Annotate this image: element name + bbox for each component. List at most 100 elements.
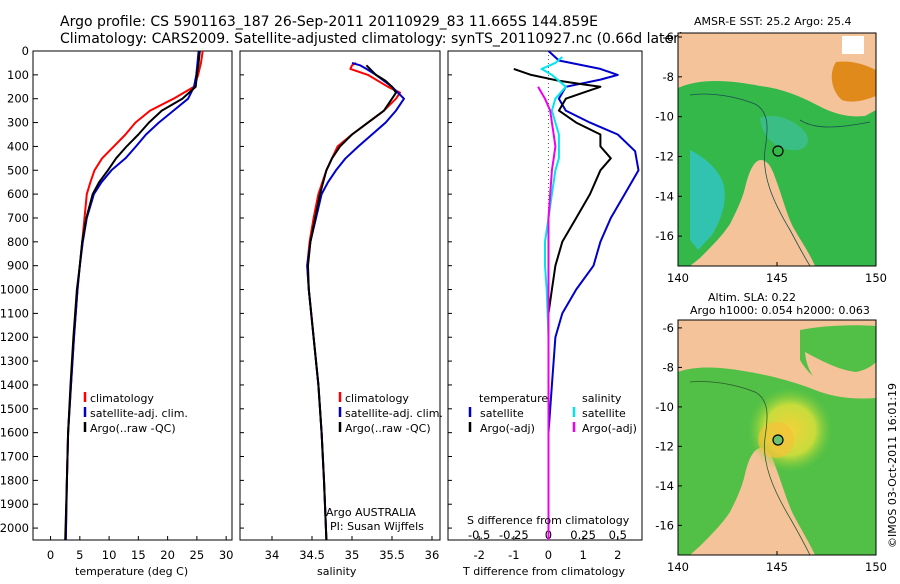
- x-tick-label: -1: [508, 548, 519, 562]
- depth-tick-label: 600: [7, 187, 29, 201]
- depth-axis: 0 100 200 300 400 500 600 700 800 900 1000 1100 1200…: [0, 44, 452, 535]
- x-tick-label: 34: [265, 548, 280, 562]
- header-title-line2: Climatology: CARS2009. Satellite-adjuste…: [60, 31, 684, 47]
- depth-tick-label: 1200: [0, 330, 29, 344]
- map-y-tick-label: -8: [663, 70, 674, 84]
- legend-argo-label: Argo(..raw -QC): [90, 422, 176, 435]
- legend-s-argo-label: Argo(-adj): [582, 422, 637, 435]
- map-y-tick-label: -6: [663, 321, 674, 335]
- salinity-panel-frame: [239, 50, 441, 541]
- sla-map-title-line1: Altim. SLA: 0.22: [708, 291, 796, 304]
- x-tick-label: 15: [131, 548, 146, 562]
- difference-series: [513, 51, 640, 540]
- depth-tick-label: 1500: [0, 402, 29, 416]
- salinity-series: [306, 61, 405, 540]
- x-tick-label: 35.5: [379, 548, 405, 562]
- map-y-tick-label: -14: [655, 189, 674, 203]
- legend-argo-label: Argo(..raw -QC): [345, 422, 431, 435]
- depth-tick-label: 1400: [0, 378, 29, 392]
- depth-tick-label: 1800: [0, 473, 29, 487]
- map-y-tick-label: -16: [655, 518, 674, 532]
- depth-tick-label: 0: [22, 44, 29, 58]
- series-line-temperature-argo-adj-: [513, 67, 612, 540]
- sst-map-cloud-gap: [842, 36, 864, 54]
- sst-map-bathymetry: [689, 93, 811, 266]
- x-tick-label: 36: [425, 548, 440, 562]
- temperature-legend: climatology satellite-adj. clim. Argo(..…: [83, 392, 188, 435]
- series-line-salinity-satellite: [540, 56, 567, 540]
- legend-satellite-label: satellite-adj. clim.: [90, 407, 188, 420]
- depth-tick-label: 500: [7, 163, 29, 177]
- sla-map-title-line2: Argo h1000: 0.054 h2000: 0.063: [690, 304, 870, 317]
- argo-program-annotation: Argo AUSTRALIA: [326, 506, 416, 519]
- depth-tick-label: 200: [7, 92, 29, 106]
- x-tick-label: 25: [190, 548, 205, 562]
- depth-tick-label: 1000: [0, 283, 29, 297]
- x-tick-label: 2: [614, 548, 621, 562]
- difference-legend-salinity: salinity satellite Argo(-adj): [572, 392, 637, 435]
- map-y-tick-label: -16: [655, 229, 674, 243]
- depth-tick-label: 700: [7, 211, 29, 225]
- sla-map-bathymetry: [689, 381, 811, 555]
- sla-map-float-marker: [772, 434, 784, 446]
- x-tick-label: 34.5: [299, 548, 325, 562]
- map-y-tick-label: -10: [655, 110, 674, 124]
- series-line-climatology: [64, 51, 204, 540]
- x-tick-label: 30: [219, 548, 234, 562]
- salinity-x-label: salinity: [317, 565, 357, 578]
- depth-tick-label: 2000: [0, 521, 29, 535]
- legend-climatology-label: climatology: [90, 392, 154, 405]
- depth-tick-label: 900: [7, 259, 29, 273]
- series-line-salinity-argo-adj-: [537, 86, 557, 540]
- salinity-legend: climatology satellite-adj. clim. Argo(..…: [338, 392, 443, 435]
- difference-t-label: T difference from climatology: [462, 565, 625, 578]
- difference-legend-temperature: temperature satellite Argo(-adj): [468, 392, 548, 435]
- series-line-argo-raw-qc-: [307, 64, 397, 540]
- legend-t-satellite-label: satellite: [480, 407, 524, 420]
- sst-map-cool-coastal: [690, 150, 725, 250]
- map-x-tick-label: 150: [865, 271, 887, 285]
- legend-s-satellite-label: satellite: [582, 407, 626, 420]
- depth-tick-label: 800: [7, 235, 29, 249]
- map-x-tick-label: 145: [766, 560, 788, 574]
- legend-temperature-title: temperature: [479, 392, 548, 405]
- salinity-chart: 34 34.5 35 35.5 36 salinity climatology sate…: [265, 61, 443, 578]
- sla-map-png-coast: [805, 352, 876, 390]
- x-tick-label: 35: [345, 548, 360, 562]
- sla-map: [678, 320, 876, 555]
- x-tick-label: 20: [160, 548, 175, 562]
- series-line-satellite-adj-clim-: [306, 61, 405, 540]
- temperature-panel-frame: [32, 50, 233, 541]
- temperature-series: [64, 51, 204, 540]
- x-tick-label: 10: [102, 548, 117, 562]
- series-line-temperature-satellite: [547, 51, 640, 540]
- sst-map-title: AMSR-E SST: 25.2 Argo: 25.4: [694, 15, 852, 28]
- legend-climatology-label: climatology: [345, 392, 409, 405]
- x-tick-label: -2: [473, 548, 484, 562]
- header-title-line1: Argo profile: CS 5901163_187 26-Sep-2011…: [60, 14, 598, 30]
- map-x-tick-label: 150: [865, 560, 887, 574]
- sst-map: [678, 33, 876, 266]
- map-y-tick-label: -14: [655, 479, 674, 493]
- map-y-tick-label: -12: [655, 149, 674, 163]
- difference-s-label: S difference from climatology: [467, 514, 630, 527]
- temperature-x-label: temperature (deg C): [75, 565, 188, 578]
- map-x-tick-label: 140: [667, 271, 689, 285]
- legend-t-argo-label: Argo(-adj): [480, 422, 535, 435]
- pi-annotation: PI: Susan Wijffels: [330, 520, 424, 533]
- x-tick-label-salinity: 0.25: [570, 528, 596, 542]
- map-y-tick-label: -12: [655, 439, 674, 453]
- x-tick-label-salinity: -0.25: [499, 528, 529, 542]
- depth-tick-label: 100: [7, 68, 29, 82]
- map-y-tick-label: -6: [663, 30, 674, 44]
- map-y-tick-label: -10: [655, 400, 674, 414]
- depth-tick-label: 1100: [0, 306, 29, 320]
- map-x-tick-label: 140: [667, 560, 689, 574]
- series-line-satellite-adj-clim-: [64, 51, 200, 540]
- map-y-tick-label: -8: [663, 360, 674, 374]
- x-tick-label: 1: [579, 548, 586, 562]
- x-tick-label: 0: [47, 548, 54, 562]
